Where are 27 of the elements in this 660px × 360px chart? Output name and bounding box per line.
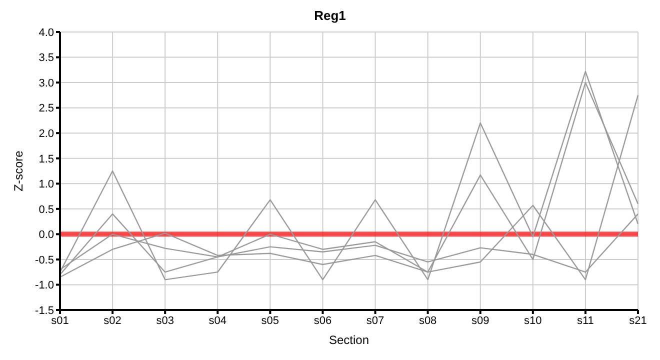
y-axis-title: Z-score [11, 150, 26, 192]
y-tick-label: 0.5 [38, 204, 54, 216]
y-tick-label: -0.5 [35, 254, 54, 266]
x-tick-label: s06 [314, 314, 332, 327]
y-tick-label: 3.5 [38, 52, 54, 64]
y-tick-label: -1.5 [35, 304, 54, 317]
x-tick-label: s08 [418, 314, 437, 327]
y-tick-label: 1.5 [38, 153, 54, 166]
y-tick-label: 0.0 [38, 229, 54, 242]
y-tick-label: 4.0 [38, 26, 54, 39]
y-tick-label: 2.0 [38, 128, 54, 140]
chart-title: Reg1 [313, 8, 347, 25]
x-tick-label: s01 [51, 314, 69, 327]
y-tick-label: 2.5 [38, 102, 54, 115]
x-tick-label: s05 [261, 314, 280, 327]
x-tick-label: s07 [366, 314, 384, 327]
y-tick-label: 3.0 [38, 77, 54, 90]
x-tick-label: s21 [629, 314, 647, 327]
x-tick-label: s04 [208, 314, 227, 327]
x-tick-label: s03 [156, 314, 174, 327]
y-tick-label: 1.0 [38, 178, 54, 191]
x-tick-label: s11 [576, 314, 594, 327]
x-tick-label: s10 [524, 314, 542, 327]
x-axis-title: Section [328, 333, 370, 347]
y-tick-label: -1.0 [35, 280, 54, 292]
x-tick-label: s02 [104, 314, 122, 327]
x-tick-label: s09 [471, 314, 490, 327]
